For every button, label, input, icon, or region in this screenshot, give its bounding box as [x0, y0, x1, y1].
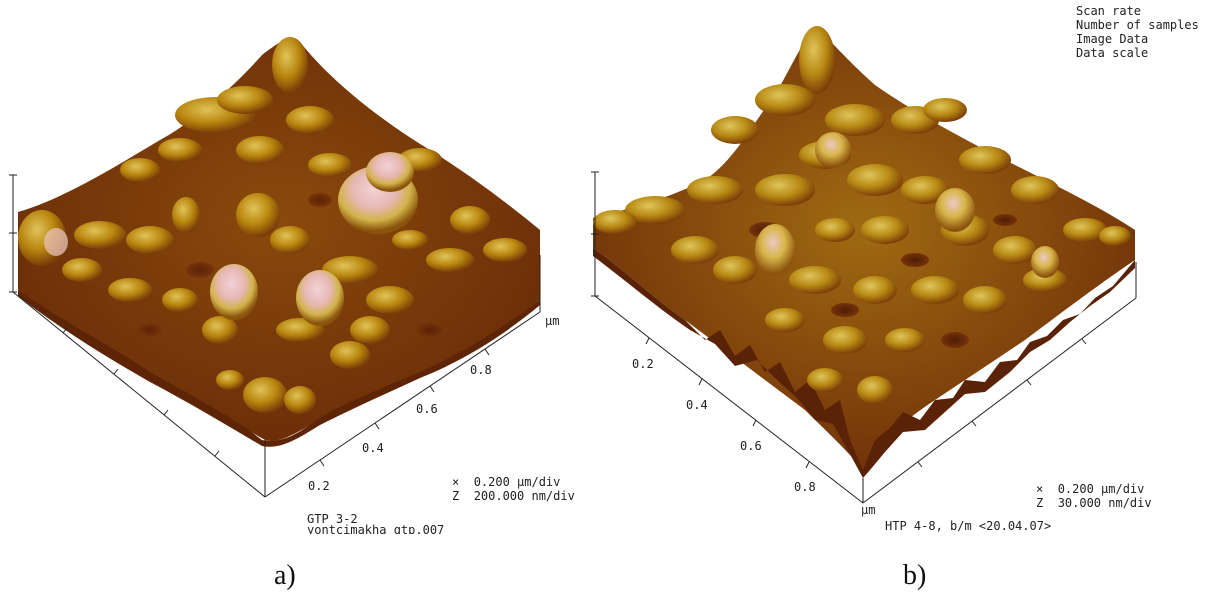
- afm-panel-a-sample-label: GTP 3-2 yontcimakha gtp.007: [307, 514, 444, 534]
- afm-panel-b-tick-0-6: 0.6: [740, 439, 762, 453]
- afm-panel-b-axis-unit: µm: [861, 503, 875, 517]
- afm-panel-b: µm 0.2 0.4 0.6 0.8 × 0.200 µm/div Z 30.0…: [585, 0, 1213, 540]
- afm-panel-a-sample-line2: yontcimakha gtp.007: [307, 523, 445, 534]
- afm-panel-b-z-axis: [591, 171, 599, 297]
- afm-panel-a-tick-0-4: 0.4: [362, 441, 384, 455]
- afm-panel-a-tick-0-6: 0.6: [416, 402, 438, 416]
- z-mark-label: Z: [452, 489, 460, 503]
- afm-surface-b-body: [593, 28, 1135, 470]
- afm-panel-b-scale-z: 30.000 nm/div: [1057, 496, 1152, 510]
- header-label-scan-rate: Scan rate: [1076, 4, 1142, 18]
- afm-panel-b-frame: [594, 262, 1137, 504]
- caption-b: b): [903, 560, 927, 591]
- afm-surface-b-peaks: [755, 132, 1059, 278]
- afm-panel-b-tick-0-4: 0.4: [686, 398, 708, 412]
- afm-surface-a-peaks: [210, 152, 418, 326]
- afm-panel-a-axis-unit: µm: [545, 314, 559, 328]
- header-label-image-data: Image Data: [1076, 32, 1149, 46]
- header-label-data-scale: Data scale: [1076, 46, 1149, 60]
- afm-panel-b-left-ticks: [645, 337, 810, 469]
- header-label-number-of-samples: Number of samples: [1076, 18, 1199, 32]
- afm-panel-b-sample-label: HTP 4-8, b/m <20.04.07>: [885, 519, 1052, 533]
- afm-panel-a-tick-0-2: 0.2: [308, 479, 330, 493]
- x-mark-icon: ×: [452, 475, 460, 489]
- afm-panel-b-right-ticks: [917, 338, 1087, 468]
- afm-panel-a-scale-info: × 0.200 µm/div Z 200.000 nm/div: [452, 475, 575, 503]
- afm-surface-a-figure: µm 0.2 0.4 0.6 0.8: [9, 37, 559, 498]
- afm-panel-b-tick-0-2: 0.2: [632, 357, 654, 371]
- afm-panel-b-tick-0-8: 0.8: [794, 480, 816, 494]
- afm-panel-a: µm 0.2 0.4 0.6 0.8 × 0.200 µm/div Z 200.…: [0, 0, 580, 540]
- afm-panel-b-scale-x: 0.200 µm/div: [1057, 482, 1145, 496]
- afm-panel-b-scale-info: × 0.200 µm/div Z 30.000 nm/div: [1036, 482, 1152, 510]
- header-labels: Scan rate Number of samples Image Data D…: [1076, 4, 1199, 60]
- afm-panel-a-frame: [12, 255, 541, 498]
- x-mark-icon: ×: [1036, 482, 1044, 496]
- afm-panel-a-z-axis: [9, 174, 17, 293]
- afm-surface-b-ridges: [593, 26, 1131, 404]
- afm-panel-a-tick-0-8: 0.8: [470, 363, 492, 377]
- caption-a: a): [274, 560, 296, 591]
- z-mark-label: Z: [1036, 496, 1044, 510]
- afm-panel-a-right-ticks: [319, 348, 490, 467]
- afm-panel-a-sample-line1: GTP 3-2: [307, 514, 358, 526]
- afm-surface-b-figure: µm 0.2 0.4 0.6 0.8: [591, 26, 1137, 517]
- afm-panel-a-scale-z: 200.000 nm/div: [473, 489, 575, 503]
- afm-panel-a-scale-x: 0.200 µm/div: [473, 475, 561, 489]
- afm-panel-a-left-ticks: [62, 327, 220, 457]
